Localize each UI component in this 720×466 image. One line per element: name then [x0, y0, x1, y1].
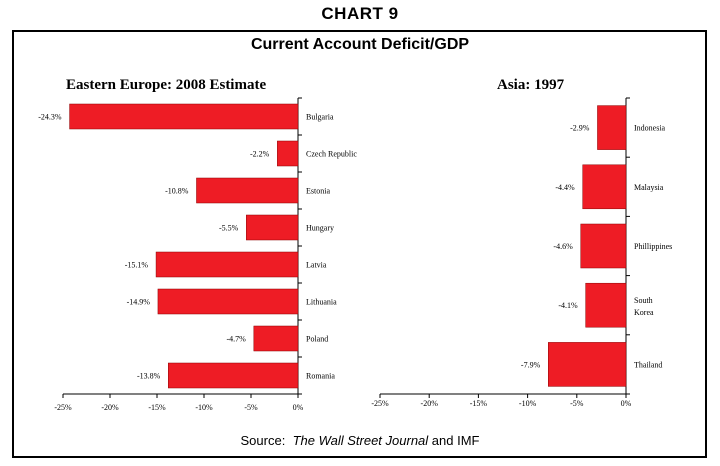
asia-x-tick-label: 0% [621, 399, 632, 408]
panel-title-asia: Asia: 1997 [497, 77, 565, 93]
category-label-poland: Poland [306, 335, 328, 344]
category-label-romania: Romania [306, 372, 335, 381]
value-label-estonia: -10.8% [165, 187, 189, 196]
value-label-thailand: -7.9% [521, 360, 541, 369]
value-label-latvia: -15.1% [125, 261, 149, 270]
asia-x-tick-label: -20% [421, 399, 439, 408]
bar-indonesia [597, 105, 627, 150]
category-label-malaysia: Malaysia [634, 183, 664, 192]
eu-x-tick-label: -15% [148, 403, 166, 412]
category-label-thailand: Thailand [634, 360, 662, 369]
eu-x-tick-label: 0% [293, 403, 304, 412]
bar-estonia [196, 177, 299, 204]
value-label-malaysia: -4.4% [555, 183, 575, 192]
chart-frame [12, 30, 707, 458]
bar-czech-republic [277, 140, 299, 167]
category-label-hungary: Hungary [306, 224, 334, 233]
value-label-lithuania: -14.9% [127, 298, 151, 307]
bar-bulgaria [69, 103, 299, 130]
value-label-bulgaria: -24.3% [38, 113, 62, 122]
eu-x-tick-label: -10% [195, 403, 213, 412]
category-label-czech-republic: Czech Republic [306, 150, 357, 159]
value-label-hungary: -5.5% [219, 224, 239, 233]
asia-x-tick-label: -25% [371, 399, 389, 408]
value-label-south-korea: -4.1% [558, 301, 578, 310]
bar-thailand [548, 342, 627, 387]
category-label-bulgaria: Bulgaria [306, 113, 334, 122]
bar-hungary [246, 214, 299, 241]
source-prefix: Source: [240, 433, 286, 448]
bar-malaysia [582, 164, 627, 210]
eu-x-tick-label: -20% [101, 403, 119, 412]
bar-poland [253, 325, 299, 352]
category-label-indonesia: Indonesia [634, 124, 666, 133]
category-label-south-korea-line1: South [634, 296, 653, 305]
value-label-czech-republic: -2.2% [250, 150, 270, 159]
category-label-south-korea-line2: Korea [634, 308, 654, 317]
asia-x-tick-label: -5% [570, 399, 584, 408]
source-suffix: and IMF [431, 433, 480, 448]
chart-header: CHART 9 [321, 4, 399, 23]
source-note: Source: The Wall Street Journal and IMF [0, 433, 720, 448]
value-label-poland: -4.7% [226, 335, 246, 344]
chart-title: Current Account Deficit/GDP [250, 36, 470, 53]
asia-x-tick-label: -15% [470, 399, 488, 408]
asia-x-tick-label: -10% [519, 399, 537, 408]
bar-romania [168, 362, 299, 389]
category-label-phillippines: Phillippines [634, 242, 672, 251]
source-journal: The Wall Street Journal [292, 433, 429, 448]
value-label-romania: -13.8% [137, 372, 161, 381]
bar-lithuania [157, 288, 299, 315]
eu-x-tick-label: -25% [54, 403, 72, 412]
bar-latvia [155, 251, 299, 278]
bar-south-korea [585, 282, 627, 328]
category-label-estonia: Estonia [306, 187, 330, 196]
bar-phillippines [580, 223, 627, 269]
eu-x-tick-label: -5% [244, 403, 258, 412]
panel-title-eastern-europe: Eastern Europe: 2008 Estimate [66, 77, 266, 93]
value-label-indonesia: -2.9% [570, 124, 590, 133]
value-label-phillippines: -4.6% [553, 242, 573, 251]
category-label-latvia: Latvia [306, 261, 327, 270]
category-label-lithuania: Lithuania [306, 298, 337, 307]
